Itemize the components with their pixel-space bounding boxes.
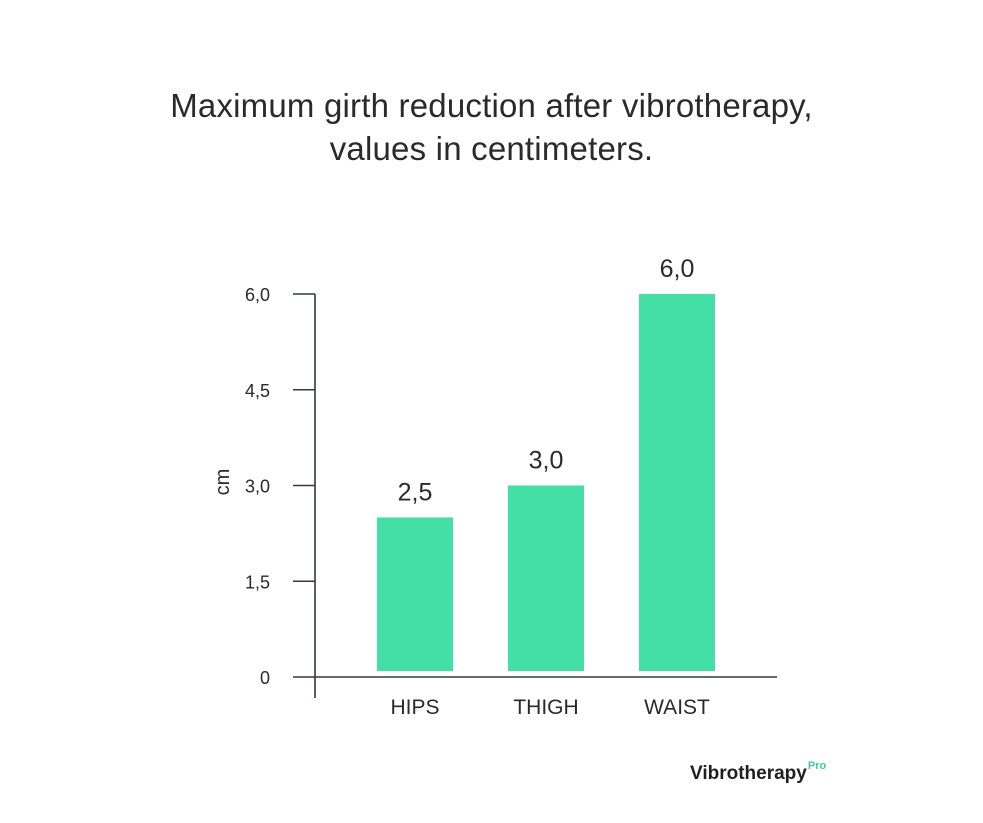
bar-hips (377, 517, 453, 671)
y-tick-label: 3,0 (245, 477, 270, 497)
data-labels: 2,5 3,0 6,0 (398, 255, 695, 506)
brand-logo: VibrotherapyPro (690, 760, 826, 785)
x-tick-label-waist: WAIST (644, 696, 710, 719)
bar-thigh (508, 485, 584, 671)
chart-title-line-2: values in centimeters. (329, 130, 654, 167)
x-tick-label-thigh: THIGH (513, 696, 578, 719)
data-label-hips: 2,5 (398, 478, 433, 506)
y-tick-label: 6,0 (245, 285, 270, 305)
chart-title-line-1: Maximum girth reduction after vibrothera… (170, 87, 813, 124)
data-label-waist: 6,0 (660, 255, 695, 283)
y-axis: 0 1,5 3,0 4,5 6,0 (245, 285, 316, 698)
chart-title: Maximum girth reduction after vibrothera… (0, 84, 983, 170)
y-tick-label: 0 (260, 668, 270, 688)
y-axis-label: cm (212, 469, 234, 496)
y-tick-label: 4,5 (245, 381, 270, 401)
data-label-thigh: 3,0 (529, 447, 564, 475)
bars (377, 294, 715, 671)
y-tick-label: 1,5 (245, 572, 270, 592)
brand-name: Vibrotherapy (690, 763, 807, 784)
x-tick-label-hips: HIPS (390, 696, 439, 719)
brand-suffix: Pro (807, 760, 827, 772)
x-axis: HIPS THIGH WAIST (293, 676, 777, 719)
bar-waist (639, 294, 715, 671)
